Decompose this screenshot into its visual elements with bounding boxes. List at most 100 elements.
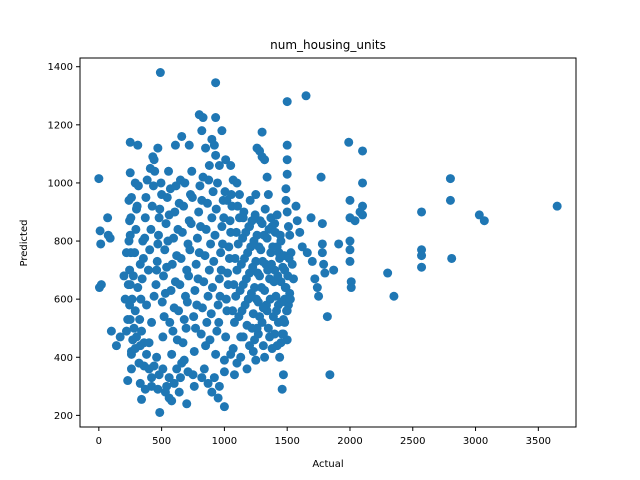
data-point (232, 178, 242, 188)
data-point (174, 306, 184, 316)
data-point (143, 265, 153, 275)
data-point (194, 207, 204, 217)
x-tick-label: 3500 (526, 436, 551, 447)
data-point (214, 161, 224, 170)
data-point (275, 352, 285, 362)
data-point (135, 378, 145, 388)
data-point (202, 317, 212, 327)
data-point (142, 175, 152, 185)
data-point (125, 137, 135, 147)
data-point (103, 213, 113, 223)
data-point (345, 195, 355, 205)
data-point (214, 317, 224, 327)
data-point (280, 317, 290, 327)
data-point (140, 233, 150, 243)
data-point (234, 312, 244, 322)
data-point (94, 174, 104, 184)
y-tick-label: 200 (54, 411, 73, 422)
data-point (250, 210, 260, 220)
data-point (147, 373, 157, 383)
data-point (275, 230, 285, 240)
data-point (177, 131, 187, 141)
data-point (95, 226, 105, 236)
data-point (140, 384, 150, 394)
data-point (159, 312, 169, 322)
data-point (154, 213, 164, 223)
data-point (134, 358, 144, 368)
data-point (199, 364, 209, 374)
data-point (216, 248, 226, 258)
data-point (126, 213, 136, 223)
data-point (217, 222, 227, 232)
data-point (350, 216, 360, 226)
data-point (96, 239, 106, 249)
data-point (128, 335, 138, 345)
data-point (204, 161, 214, 170)
data-point (291, 201, 301, 211)
data-point (312, 283, 322, 293)
data-point (282, 140, 292, 150)
data-point (128, 271, 138, 281)
data-point (236, 259, 246, 269)
x-tick-label: 1500 (274, 436, 299, 447)
data-point (151, 280, 161, 290)
data-point (314, 291, 324, 301)
data-point (179, 201, 189, 211)
data-point (159, 271, 168, 281)
data-point (246, 288, 256, 298)
data-point (284, 253, 294, 263)
data-point (258, 341, 268, 351)
data-point (201, 143, 211, 153)
data-point (123, 376, 133, 386)
data-point (162, 192, 172, 202)
data-point (207, 387, 217, 397)
chart-title: num_housing_units (270, 38, 386, 52)
data-point (198, 113, 208, 123)
data-point (177, 227, 187, 237)
data-point (254, 242, 264, 252)
data-point (226, 161, 236, 170)
data-point (225, 216, 235, 226)
data-point (132, 201, 142, 211)
data-point (130, 344, 140, 354)
data-point (292, 216, 302, 226)
data-point (280, 283, 290, 293)
data-point (181, 323, 191, 333)
data-point (121, 326, 131, 336)
data-point (127, 294, 137, 304)
data-point (234, 190, 244, 200)
data-point (133, 140, 143, 150)
y-tick-label: 600 (54, 295, 73, 306)
data-point (221, 155, 231, 165)
data-point (206, 309, 216, 319)
data-point (153, 230, 163, 240)
data-point (217, 126, 227, 136)
data-point (265, 294, 275, 304)
data-point (130, 248, 140, 258)
data-point (317, 248, 327, 258)
data-point (258, 256, 268, 266)
data-point (155, 204, 165, 214)
data-point (248, 346, 258, 356)
data-point (148, 181, 158, 191)
data-point (295, 227, 305, 237)
data-point (189, 381, 199, 391)
data-point (236, 352, 246, 362)
x-tick-label: 2000 (337, 436, 362, 447)
data-point (197, 126, 207, 136)
data-point (190, 285, 200, 295)
plot-frame (79, 57, 577, 428)
data-point (126, 192, 136, 202)
data-point (297, 242, 307, 252)
data-point (180, 178, 190, 188)
data-point (257, 127, 267, 137)
data-point (164, 166, 174, 176)
data-point (229, 280, 239, 290)
data-point (192, 233, 202, 243)
y-tick-label: 1200 (48, 120, 73, 131)
data-point (345, 245, 355, 255)
data-point (212, 326, 222, 336)
data-point (155, 407, 165, 417)
data-point (273, 271, 283, 281)
